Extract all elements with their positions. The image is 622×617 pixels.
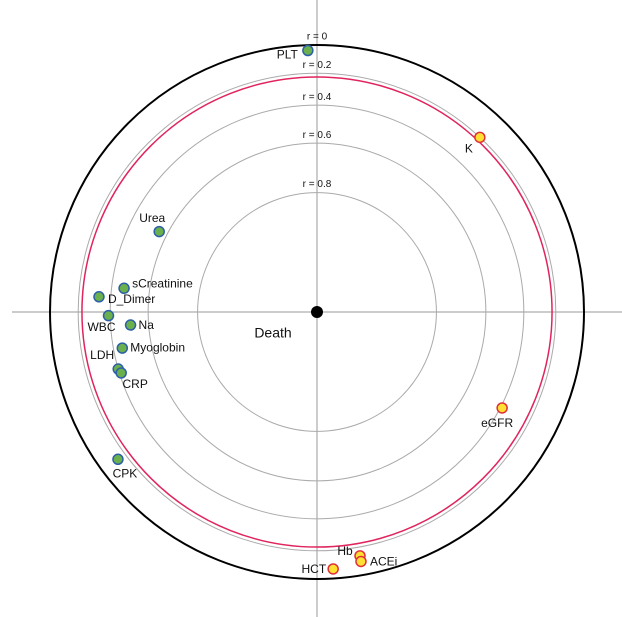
center-label: Death [254, 325, 291, 341]
point [496, 402, 508, 414]
point [112, 453, 124, 466]
point [116, 342, 129, 354]
r-tick-label: r = 0.4 [303, 92, 332, 103]
point-label: PLT [277, 48, 299, 62]
point [118, 282, 130, 295]
point-label: CPK [113, 466, 138, 480]
point-label: Hb [337, 544, 353, 558]
point [102, 309, 115, 322]
point-label: D_Dimer [108, 292, 155, 306]
r-tick-label: r = 0.8 [303, 179, 332, 190]
r-tick-label: r = 0 [307, 32, 328, 43]
point [327, 563, 339, 575]
point-label: Na [139, 318, 155, 332]
point-label: eGFR [481, 416, 513, 430]
point [474, 131, 486, 144]
point [302, 44, 314, 57]
point-label: Myoglobin [130, 340, 185, 354]
point-label: HCT [301, 562, 326, 576]
point [93, 291, 105, 303]
grid-ring [77, 72, 557, 552]
point [355, 555, 367, 568]
center-dot [311, 306, 323, 318]
point [153, 225, 165, 238]
point-label: sCreatinine [132, 276, 193, 290]
point [124, 319, 137, 331]
point-label: Urea [139, 211, 165, 225]
grid-ring [197, 192, 437, 432]
point-label: CRP [123, 377, 148, 391]
point-label: ACEi [370, 555, 397, 569]
point-label: LDH [90, 348, 114, 362]
threshold-ring [81, 76, 553, 548]
grid-ring [147, 142, 487, 482]
point-label: K [465, 142, 473, 156]
point-label: WBC [87, 320, 115, 334]
r-tick-label: r = 0.6 [303, 130, 332, 141]
outer-ring [49, 44, 585, 580]
point [115, 367, 127, 379]
r-tick-label: r = 0.2 [303, 60, 332, 71]
